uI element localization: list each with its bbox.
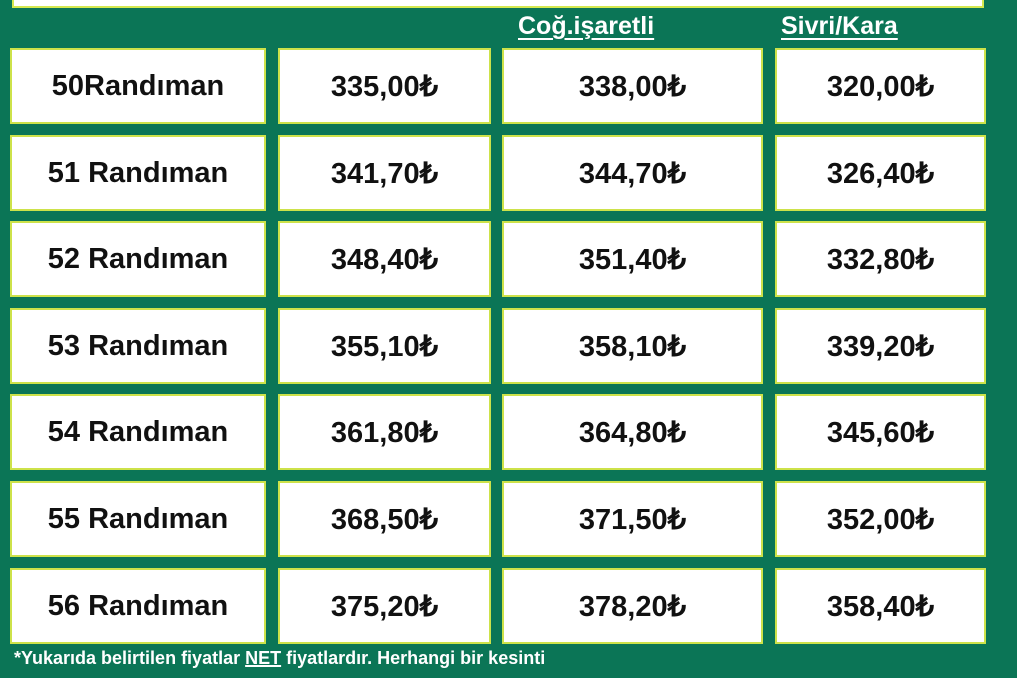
row-label: 55 Randıman <box>10 481 266 557</box>
footnote: *Yukarıda belirtilen fiyatlar NET fiyatl… <box>14 648 545 669</box>
price-cell: 320,00₺ <box>775 48 986 124</box>
price-cell: 361,80₺ <box>278 394 491 470</box>
price-cell: 338,00₺ <box>502 48 763 124</box>
price-cell: 351,40₺ <box>502 221 763 297</box>
price-cell: 332,80₺ <box>775 221 986 297</box>
row-label: 56 Randıman <box>10 568 266 644</box>
row-label: 53 Randıman <box>10 308 266 384</box>
price-cell: 345,60₺ <box>775 394 986 470</box>
top-panel <box>12 0 984 8</box>
price-cell: 348,40₺ <box>278 221 491 297</box>
price-cell: 368,50₺ <box>278 481 491 557</box>
footnote-text: *Yukarıda belirtilen fiyatlar <box>14 648 241 668</box>
price-cell: 352,00₺ <box>775 481 986 557</box>
row-label: 51 Randıman <box>10 135 266 211</box>
column-header: Coğ.işaretli <box>518 12 655 40</box>
row-label: 52 Randıman <box>10 221 266 297</box>
price-cell: 326,40₺ <box>775 135 986 211</box>
row-label: 50Randıman <box>10 48 266 124</box>
price-cell: 364,80₺ <box>502 394 763 470</box>
price-cell: 358,10₺ <box>502 308 763 384</box>
price-cell: 341,70₺ <box>278 135 491 211</box>
price-cell: 335,00₺ <box>278 48 491 124</box>
price-cell: 371,50₺ <box>502 481 763 557</box>
price-cell: 355,10₺ <box>278 308 491 384</box>
price-cell: 378,20₺ <box>502 568 763 644</box>
footnote-net: NET <box>245 648 282 668</box>
column-header: Sivri/Kara <box>781 12 898 40</box>
footnote-text: fiyatlardır. Herhangi bir kesinti <box>286 648 546 668</box>
price-cell: 344,70₺ <box>502 135 763 211</box>
price-cell: 358,40₺ <box>775 568 986 644</box>
price-cell: 339,20₺ <box>775 308 986 384</box>
row-label: 54 Randıman <box>10 394 266 470</box>
price-cell: 375,20₺ <box>278 568 491 644</box>
